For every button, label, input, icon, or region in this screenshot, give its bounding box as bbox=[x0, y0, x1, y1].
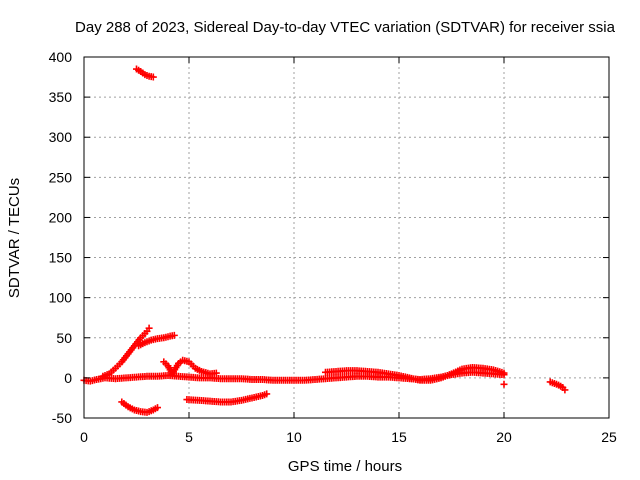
series-humps bbox=[160, 356, 220, 378]
series-upper-branch bbox=[135, 331, 178, 350]
series-negative-track bbox=[183, 390, 271, 406]
y-tick-label: 100 bbox=[49, 290, 73, 306]
series-high-arc bbox=[133, 65, 157, 81]
x-tick-label: 20 bbox=[496, 429, 512, 445]
data-point bbox=[154, 404, 161, 412]
x-tick-label: 15 bbox=[391, 429, 407, 445]
data-point bbox=[149, 73, 157, 81]
chart-title: Day 288 of 2023, Sidereal Day-to-day VTE… bbox=[75, 19, 616, 36]
data-point bbox=[170, 331, 178, 339]
data-point bbox=[500, 380, 508, 388]
y-tick-label: 300 bbox=[49, 129, 73, 145]
data-point bbox=[500, 369, 508, 377]
axis-ticks: 0 5 10 15 20 25 -50 0 50 100 150 200 250 300 350 400 bbox=[49, 49, 617, 445]
series-late-cluster bbox=[500, 378, 569, 394]
y-tick-label: 250 bbox=[49, 169, 73, 185]
x-axis-title: GPS time / hours bbox=[288, 458, 402, 475]
data-point bbox=[145, 324, 153, 332]
data-point bbox=[263, 390, 271, 398]
data-point bbox=[212, 369, 220, 377]
data-points bbox=[80, 65, 569, 416]
series-lower-arc bbox=[118, 398, 161, 416]
x-tick-label: 10 bbox=[286, 429, 302, 445]
data-point bbox=[561, 386, 569, 394]
series-upper-track bbox=[322, 363, 508, 384]
y-tick-label: 0 bbox=[64, 370, 72, 386]
x-tick-label: 25 bbox=[601, 429, 617, 445]
x-tick-label: 0 bbox=[80, 429, 88, 445]
y-axis-title: SDTVAR / TECUs bbox=[6, 178, 23, 298]
y-tick-label: 400 bbox=[49, 49, 73, 65]
grid-lines bbox=[84, 57, 609, 418]
x-tick-label: 5 bbox=[185, 429, 193, 445]
y-tick-label: 200 bbox=[49, 209, 73, 225]
y-tick-label: -50 bbox=[52, 410, 72, 426]
y-tick-label: 50 bbox=[56, 330, 72, 346]
plot-frame bbox=[83, 56, 610, 419]
y-tick-label: 350 bbox=[49, 89, 73, 105]
y-tick-label: 150 bbox=[49, 250, 73, 266]
series-rising-arc bbox=[99, 324, 153, 380]
